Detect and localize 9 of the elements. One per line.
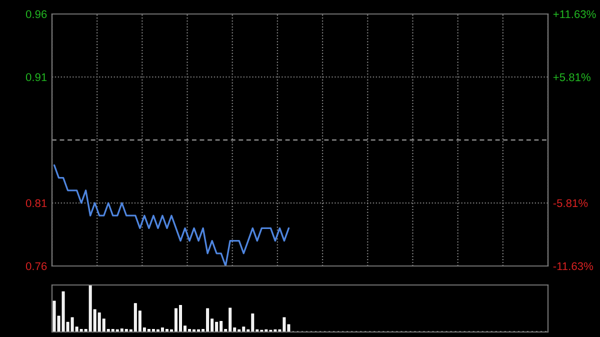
y-tick-label: 0.96 (26, 10, 47, 18)
y-tick-label: 0.91 (26, 73, 47, 82)
line-series (53, 164, 290, 266)
y-tick-label: 0.76 (26, 262, 47, 270)
y2-tick-label: +11.63% (553, 10, 596, 18)
y-tick-label: 0.81 (26, 199, 47, 208)
y2-tick-label: -5.81% (553, 199, 588, 208)
y2-tick-label: +5.81% (553, 73, 590, 82)
y2-tick-label: -11.63% (553, 262, 594, 270)
